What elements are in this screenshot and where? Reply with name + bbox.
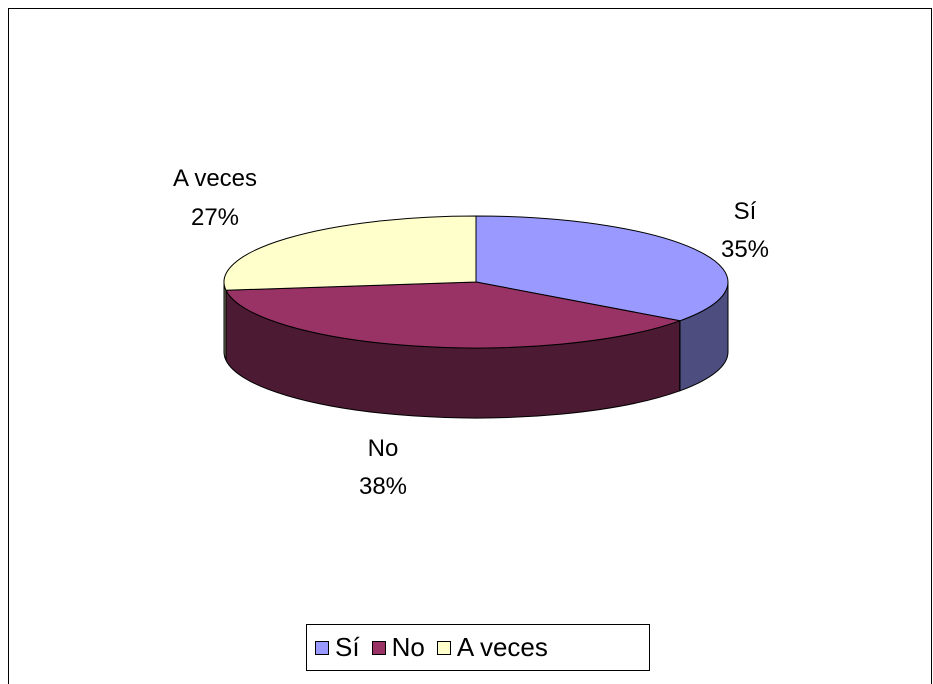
legend-label-a-veces: A veces [456, 632, 548, 662]
legend-label-no: No [391, 632, 425, 662]
legend-swatch-a-veces [436, 640, 451, 655]
legend-swatch-si [315, 640, 329, 655]
slice-label-value-no: 38% [359, 473, 407, 500]
legend-item-si: Sí [315, 632, 360, 663]
legend-item-a-veces: A veces [436, 632, 548, 663]
legend: Sí No A veces [306, 624, 650, 671]
slice-label-name-si: Sí [734, 198, 757, 225]
slice-label-value-a-veces: 27% [191, 204, 239, 231]
pie-slice-a-veces [223, 215, 477, 291]
legend-label-si: Sí [335, 632, 360, 662]
pie-slice-no [225, 281, 682, 349]
slice-label-name-no: No [368, 435, 399, 462]
slice-label-value-si: 35% [721, 236, 769, 263]
pie-slice-si [475, 215, 729, 322]
legend-swatch-no [371, 640, 386, 655]
slice-label-name-a-veces: A veces [173, 165, 257, 192]
legend-item-no: No [371, 632, 425, 663]
